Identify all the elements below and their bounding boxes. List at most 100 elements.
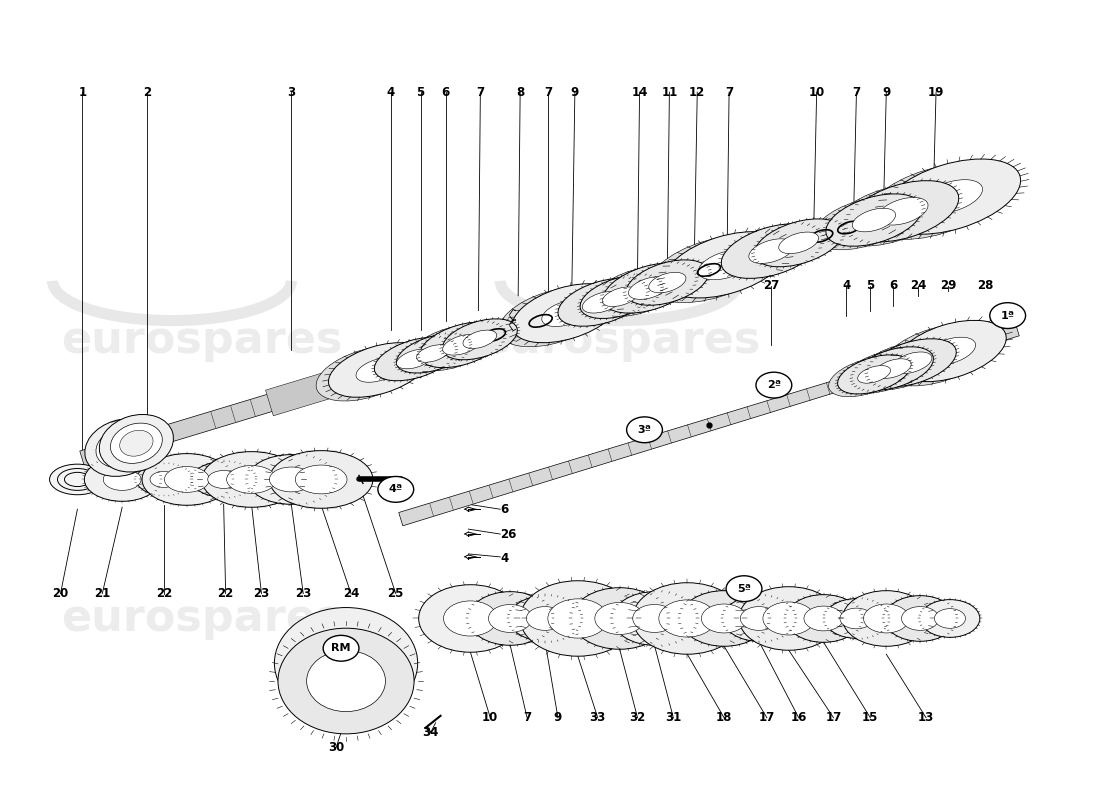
Ellipse shape (603, 263, 695, 313)
Ellipse shape (722, 224, 822, 278)
Ellipse shape (843, 590, 931, 646)
Ellipse shape (50, 464, 106, 494)
Ellipse shape (763, 602, 815, 635)
Ellipse shape (329, 342, 429, 398)
Ellipse shape (649, 272, 686, 293)
Ellipse shape (744, 222, 832, 270)
Ellipse shape (274, 607, 418, 718)
Ellipse shape (110, 423, 163, 463)
Polygon shape (155, 463, 173, 495)
Ellipse shape (520, 581, 636, 656)
Ellipse shape (270, 450, 373, 508)
Ellipse shape (120, 430, 153, 456)
Text: eurospares: eurospares (62, 319, 342, 362)
Text: 23: 23 (295, 587, 311, 600)
Ellipse shape (387, 337, 461, 376)
Text: 24: 24 (343, 587, 360, 600)
Text: 4ª: 4ª (388, 484, 403, 494)
Text: 4: 4 (387, 86, 395, 98)
Ellipse shape (920, 600, 980, 638)
Polygon shape (278, 454, 305, 504)
Ellipse shape (85, 458, 160, 502)
Text: 24: 24 (910, 279, 926, 292)
Ellipse shape (785, 594, 861, 642)
Ellipse shape (150, 471, 178, 487)
Ellipse shape (603, 287, 639, 306)
Text: 19: 19 (928, 86, 944, 98)
Ellipse shape (201, 452, 301, 507)
Text: 6: 6 (441, 86, 450, 98)
Text: 22: 22 (156, 587, 172, 600)
Ellipse shape (513, 284, 620, 342)
Text: 28: 28 (978, 279, 994, 292)
Ellipse shape (921, 180, 982, 214)
Text: 4: 4 (500, 552, 508, 566)
Text: 33: 33 (590, 711, 606, 724)
Ellipse shape (396, 334, 470, 373)
Ellipse shape (756, 372, 792, 398)
Ellipse shape (934, 609, 966, 628)
Ellipse shape (739, 586, 838, 650)
Ellipse shape (858, 366, 891, 383)
Text: RM: RM (331, 643, 351, 654)
Text: 1: 1 (78, 86, 87, 98)
Ellipse shape (295, 465, 346, 494)
Text: 2ª: 2ª (767, 380, 781, 390)
Text: 1ª: 1ª (1001, 310, 1014, 321)
Ellipse shape (828, 358, 902, 397)
Text: 17: 17 (759, 711, 775, 724)
Ellipse shape (990, 302, 1025, 329)
Text: 6: 6 (500, 502, 508, 516)
Ellipse shape (892, 352, 932, 374)
Ellipse shape (723, 596, 795, 642)
Ellipse shape (419, 585, 522, 652)
Ellipse shape (843, 350, 923, 394)
Ellipse shape (779, 232, 818, 254)
Ellipse shape (57, 469, 97, 490)
Ellipse shape (627, 417, 662, 442)
Text: 5: 5 (417, 86, 425, 98)
Ellipse shape (894, 320, 1006, 382)
Ellipse shape (316, 346, 416, 401)
Ellipse shape (595, 602, 645, 634)
Ellipse shape (463, 330, 497, 349)
Text: 5: 5 (866, 279, 874, 292)
Polygon shape (214, 462, 233, 498)
Ellipse shape (680, 590, 768, 646)
Polygon shape (174, 454, 200, 506)
Ellipse shape (96, 427, 147, 468)
Ellipse shape (542, 300, 591, 326)
Text: eurospares: eurospares (478, 319, 760, 362)
Ellipse shape (165, 466, 209, 492)
Ellipse shape (749, 239, 794, 263)
Text: 29: 29 (939, 279, 956, 292)
Ellipse shape (191, 462, 255, 498)
Ellipse shape (664, 232, 788, 298)
Ellipse shape (278, 628, 414, 734)
Ellipse shape (378, 477, 414, 502)
Ellipse shape (613, 592, 696, 646)
Ellipse shape (698, 250, 754, 280)
Ellipse shape (814, 198, 910, 250)
Text: 9: 9 (882, 86, 890, 98)
Text: 11: 11 (661, 86, 678, 98)
Ellipse shape (65, 472, 90, 486)
Text: 21: 21 (95, 587, 110, 600)
Ellipse shape (227, 466, 276, 494)
Ellipse shape (852, 208, 895, 232)
Ellipse shape (840, 608, 873, 629)
Ellipse shape (649, 236, 772, 302)
Text: 7: 7 (543, 86, 552, 98)
Text: eurospares: eurospares (62, 597, 342, 640)
Ellipse shape (103, 469, 141, 490)
Ellipse shape (270, 467, 314, 492)
Text: 3: 3 (287, 86, 296, 98)
Text: 6: 6 (889, 279, 898, 292)
Ellipse shape (825, 598, 889, 638)
Ellipse shape (443, 601, 497, 636)
Text: 7: 7 (852, 86, 860, 98)
Text: eurospares: eurospares (478, 597, 760, 640)
Ellipse shape (852, 346, 934, 390)
Ellipse shape (509, 596, 581, 642)
Ellipse shape (469, 592, 552, 646)
